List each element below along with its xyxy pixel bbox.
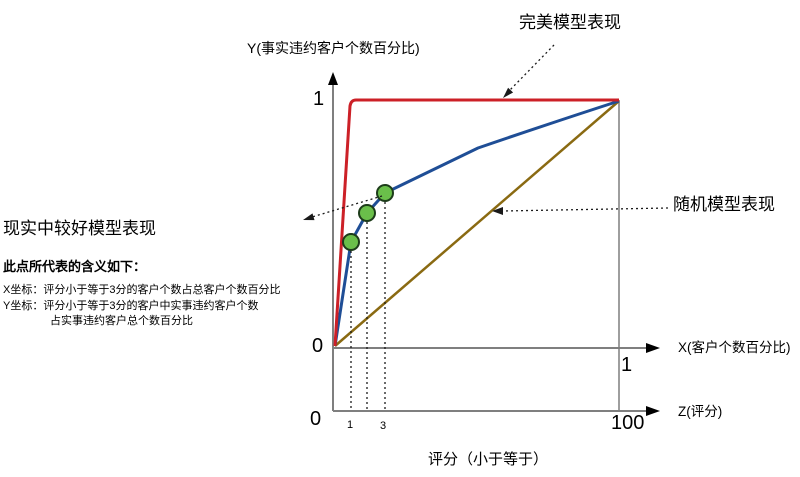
point-meaning-y-line2: 占实事违约客户总个数百分比 — [50, 315, 193, 327]
z-tick-3: 3 — [380, 420, 387, 432]
random-model-label: 随机模型表现 — [673, 195, 775, 214]
point-meaning-x: X坐标：评分小于等于3分的客户个数占总客户个数百分比 — [3, 284, 281, 296]
y-tick-1: 1 — [313, 88, 325, 110]
z-tick-1: 1 — [347, 419, 354, 431]
point-meaning-y-line1: Y坐标：评分小于等于3分的客户中实事违约客户个数 — [3, 300, 259, 312]
perfect-model-label: 完美模型表现 — [519, 13, 621, 32]
good-model-label: 现实中较好模型表现 — [3, 219, 156, 238]
good-model-curve — [333, 99, 620, 347]
score-axis-caption: 评分（小于等于） — [428, 451, 549, 468]
z-tick-0: 0 — [310, 408, 322, 430]
origin-tick-0: 0 — [312, 335, 324, 357]
z-axis-arrow-icon — [646, 406, 660, 416]
z-axis-label: Z(评分) — [678, 404, 723, 419]
random-model-line — [334, 100, 620, 347]
point-score-3 — [376, 184, 394, 202]
z-tick-100: 100 — [611, 412, 645, 434]
y-axis-arrow-icon — [328, 72, 338, 85]
x-tick-1: 1 — [621, 354, 633, 376]
good-annotation-line — [311, 195, 383, 218]
point-score-2 — [358, 204, 376, 222]
random-annotation-arrow-icon — [492, 207, 503, 215]
perfect-model-line — [333, 98, 619, 347]
perfect-annotation-arrow-icon — [503, 87, 514, 98]
y-axis-label: Y(事实违约客户个数百分比) — [247, 40, 420, 56]
point-score-1 — [342, 233, 360, 251]
perfect-annotation-line — [508, 44, 555, 92]
x-axis-label: X(客户个数百分比) — [678, 340, 791, 355]
point-meaning-title: 此点所代表的含义如下： — [3, 259, 147, 274]
random-annotation-line — [502, 207, 669, 212]
x-axis-arrow-icon — [646, 343, 660, 353]
good-annotation-arrow-icon — [303, 213, 315, 221]
